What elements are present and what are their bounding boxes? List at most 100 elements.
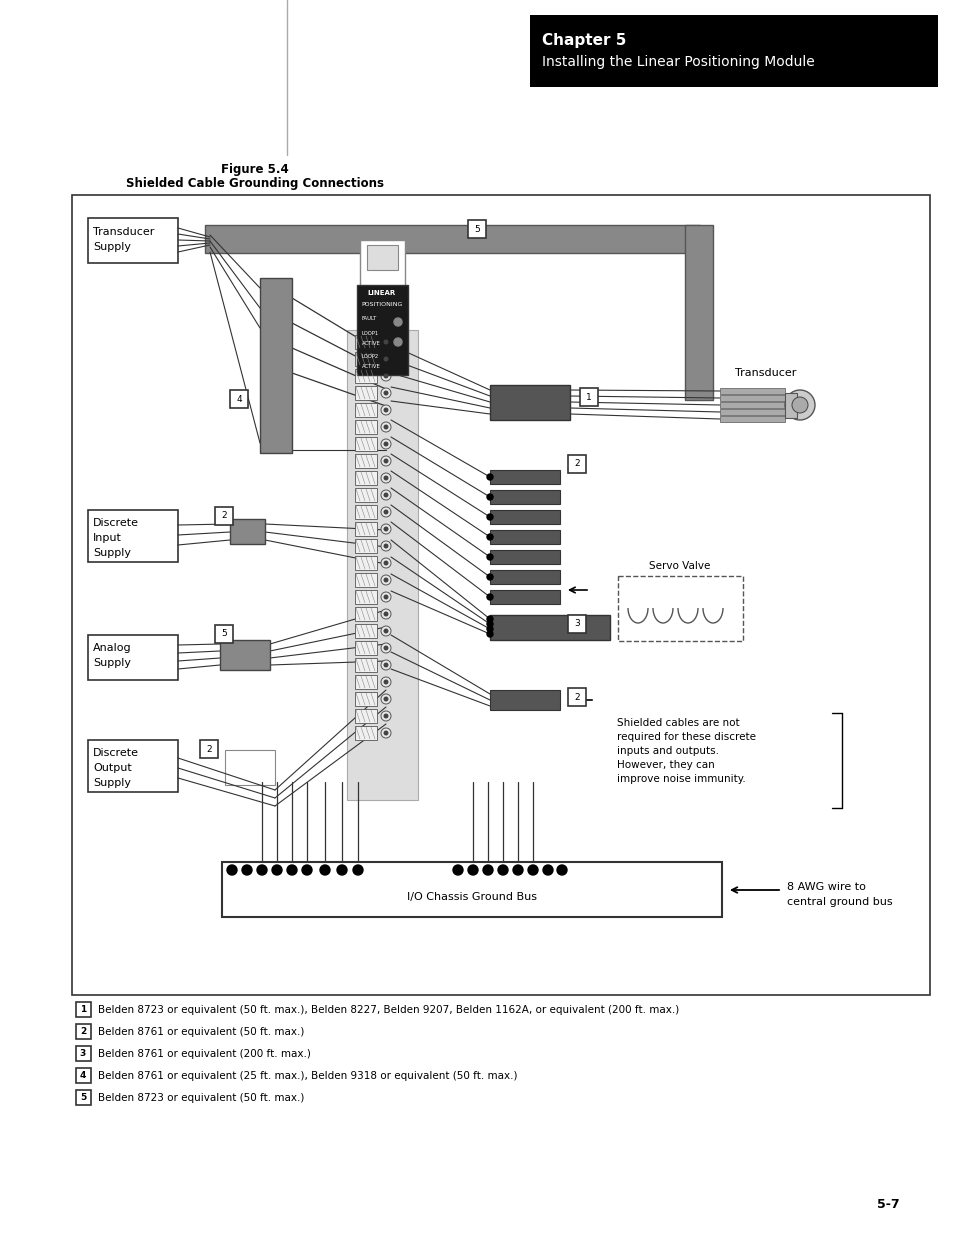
- Text: 1: 1: [80, 1005, 86, 1014]
- Bar: [355, 709, 376, 722]
- Text: Analog: Analog: [92, 643, 132, 653]
- Circle shape: [380, 711, 391, 721]
- Bar: [88, 510, 178, 562]
- Text: Shielded cables are not
required for these discrete
inputs and outputs.
However,: Shielded cables are not required for the…: [617, 718, 755, 784]
- Bar: [355, 454, 376, 468]
- Bar: [355, 658, 376, 672]
- Bar: [355, 352, 376, 366]
- Circle shape: [380, 541, 391, 551]
- Bar: [71, 195, 929, 995]
- Circle shape: [380, 354, 391, 364]
- Text: Chapter 5: Chapter 5: [541, 33, 626, 48]
- Circle shape: [383, 408, 388, 412]
- Bar: [490, 510, 559, 524]
- Circle shape: [383, 646, 388, 651]
- Bar: [355, 488, 376, 501]
- Circle shape: [453, 864, 462, 876]
- Circle shape: [272, 864, 282, 876]
- Text: 2: 2: [221, 511, 227, 520]
- Text: Output: Output: [92, 763, 132, 773]
- Bar: [355, 624, 376, 638]
- Text: POSITIONING: POSITIONING: [361, 303, 402, 308]
- Text: Servo Valve: Servo Valve: [649, 561, 710, 571]
- Bar: [225, 750, 274, 785]
- Bar: [214, 508, 233, 525]
- Bar: [355, 335, 376, 350]
- Circle shape: [380, 473, 391, 483]
- Text: Belden 8723 or equivalent (50 ft. max.): Belden 8723 or equivalent (50 ft. max.): [98, 1093, 304, 1103]
- Circle shape: [380, 337, 391, 347]
- Bar: [355, 676, 376, 689]
- Bar: [355, 420, 376, 433]
- Text: Figure 5.4: Figure 5.4: [221, 163, 289, 177]
- Text: LOOP1: LOOP1: [361, 331, 379, 336]
- Text: 4: 4: [236, 394, 241, 404]
- Circle shape: [302, 864, 312, 876]
- Circle shape: [468, 864, 477, 876]
- Circle shape: [486, 594, 493, 600]
- Bar: [355, 538, 376, 553]
- Circle shape: [383, 594, 388, 599]
- Circle shape: [383, 697, 388, 701]
- Circle shape: [353, 864, 363, 876]
- Circle shape: [380, 558, 391, 568]
- Bar: [76, 1046, 91, 1061]
- Text: 5: 5: [474, 225, 479, 233]
- Circle shape: [383, 390, 388, 395]
- Bar: [567, 688, 585, 706]
- Bar: [76, 1024, 91, 1039]
- Bar: [230, 390, 248, 408]
- Circle shape: [380, 490, 391, 500]
- Circle shape: [383, 526, 388, 531]
- Text: Belden 8761 or equivalent (25 ft. max.), Belden 9318 or equivalent (50 ft. max.): Belden 8761 or equivalent (25 ft. max.),…: [98, 1071, 517, 1081]
- Bar: [490, 385, 569, 420]
- Bar: [490, 530, 559, 543]
- Bar: [355, 556, 376, 571]
- Bar: [567, 454, 585, 473]
- Circle shape: [383, 441, 388, 447]
- Circle shape: [380, 456, 391, 466]
- Text: Input: Input: [92, 534, 122, 543]
- Text: Supply: Supply: [92, 658, 131, 668]
- Bar: [214, 625, 233, 643]
- Text: LINEAR: LINEAR: [368, 290, 395, 296]
- Bar: [222, 862, 721, 918]
- Bar: [355, 505, 376, 519]
- Text: 1: 1: [585, 393, 591, 401]
- Circle shape: [380, 370, 391, 382]
- Bar: [205, 225, 700, 253]
- Text: Shielded Cable Grounding Connections: Shielded Cable Grounding Connections: [126, 177, 384, 190]
- Bar: [220, 640, 270, 671]
- Text: Installing the Linear Positioning Module: Installing the Linear Positioning Module: [541, 56, 814, 69]
- Circle shape: [542, 864, 553, 876]
- Text: 5-7: 5-7: [877, 1198, 899, 1212]
- Circle shape: [287, 864, 296, 876]
- Bar: [355, 692, 376, 706]
- Text: I/O Chassis Ground Bus: I/O Chassis Ground Bus: [407, 892, 537, 902]
- Circle shape: [380, 388, 391, 398]
- Circle shape: [394, 338, 401, 346]
- Text: ACTIVE: ACTIVE: [361, 364, 380, 369]
- Circle shape: [380, 422, 391, 432]
- Bar: [490, 590, 559, 604]
- Bar: [230, 519, 265, 543]
- Circle shape: [486, 621, 493, 627]
- Bar: [530, 15, 937, 86]
- Bar: [567, 615, 585, 634]
- Bar: [88, 219, 178, 263]
- Bar: [355, 369, 376, 383]
- Circle shape: [380, 694, 391, 704]
- Bar: [490, 471, 559, 484]
- Circle shape: [380, 677, 391, 687]
- Bar: [490, 690, 559, 710]
- Text: Supply: Supply: [92, 548, 131, 558]
- Text: FAULT: FAULT: [361, 316, 377, 321]
- Bar: [347, 330, 417, 800]
- Text: Supply: Supply: [92, 778, 131, 788]
- Circle shape: [380, 405, 391, 415]
- Circle shape: [383, 730, 388, 736]
- Circle shape: [383, 561, 388, 566]
- Circle shape: [383, 510, 388, 515]
- Circle shape: [242, 864, 252, 876]
- Bar: [355, 437, 376, 451]
